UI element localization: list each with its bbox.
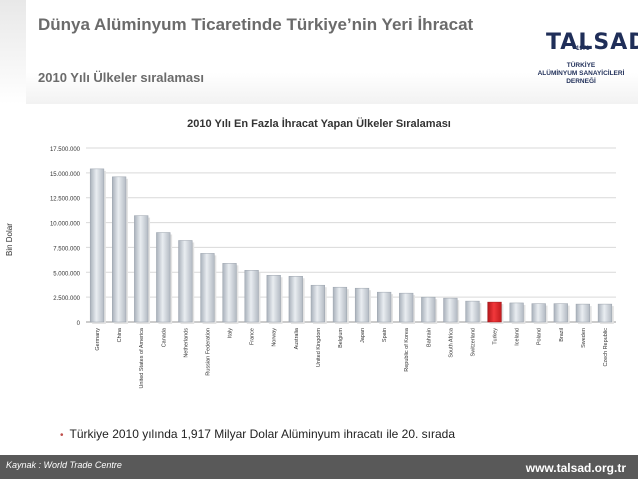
x-tick-label: Italy <box>228 328 234 338</box>
x-tick-label: South Africa <box>448 327 454 358</box>
x-tick-label: United States of America <box>139 327 145 388</box>
bar <box>332 286 348 323</box>
bar <box>531 303 546 323</box>
bar <box>89 168 105 323</box>
x-tick-label: United Kingdom <box>316 328 322 368</box>
x-tick-label: Japan <box>360 328 366 343</box>
x-tick-label: Switzerland <box>470 328 476 356</box>
left-strip <box>0 0 26 104</box>
x-tick-label: Germany <box>95 328 101 351</box>
website-link[interactable]: www.talsad.org.tr <box>525 461 626 475</box>
bar <box>244 270 259 323</box>
bar <box>421 296 436 323</box>
logo-wordmark: TALSAD <box>546 30 638 55</box>
logo-year: 1971 <box>576 46 590 52</box>
bullet-note: • Türkiye 2010 yılında 1,917 Milyar Dolar… <box>60 427 455 441</box>
y-tick-label: 12.500.000 <box>50 197 81 203</box>
bar <box>399 292 414 323</box>
x-tick-label: Netherlands <box>183 328 189 358</box>
y-tick-label: 0 <box>77 321 81 327</box>
x-tick-label: China <box>117 327 123 342</box>
x-tick-label: Norway <box>272 328 278 347</box>
bar <box>288 276 303 323</box>
x-tick-label: Bahrain <box>426 328 432 347</box>
bar <box>112 176 127 323</box>
bar <box>377 291 392 323</box>
x-tick-label: Czech Republic <box>603 328 609 367</box>
y-tick-label: 5.000.000 <box>53 271 80 277</box>
bullet-text: Türkiye 2010 yılında 1,917 Milyar Dolar … <box>69 427 456 441</box>
y-tick-label: 7.500.000 <box>53 246 80 252</box>
bar <box>553 303 568 323</box>
y-tick-label: 10.000.000 <box>50 222 81 228</box>
header-bar <box>0 0 638 104</box>
logo-line-2: ALÜMİNYUM SANAYİCİLERİ <box>537 70 625 77</box>
chart-title: 2010 Yılı En Fazla İhracat Yapan Ülkeler… <box>187 118 451 130</box>
y-tick-label: 2.500.000 <box>53 296 80 302</box>
bullet-dot-icon: • <box>60 430 64 441</box>
footer-bar <box>0 455 638 479</box>
logo-line-3: DERNEĞİ <box>566 78 596 85</box>
x-tick-label: Canada <box>161 327 167 347</box>
bar <box>597 303 613 323</box>
y-tick-label: 15.000.000 <box>50 172 81 178</box>
talsad-logo: TALSAD 1971 TÜRKİYE ALÜMİNYUM SANAYİCİLE… <box>536 22 638 92</box>
bar <box>178 240 193 323</box>
bar <box>575 303 590 323</box>
x-tick-label: France <box>250 328 256 345</box>
bar <box>200 253 215 323</box>
y-tick-label: 17.500.000 <box>50 147 81 153</box>
x-tick-label: Turkey <box>493 328 499 345</box>
bar <box>266 275 281 323</box>
bar <box>134 215 149 323</box>
bar <box>310 284 325 323</box>
x-tick-label: Russian Federation <box>205 328 211 376</box>
bar <box>509 302 524 323</box>
x-tick-label: Spain <box>382 328 388 342</box>
bar <box>443 297 458 323</box>
logo-line-1: TÜRKİYE <box>566 62 596 69</box>
x-tick-label: Brazil <box>559 328 565 342</box>
x-tick-label: Sweden <box>581 328 587 348</box>
x-tick-label: Australia <box>294 327 300 349</box>
slide-title: Dünya Alüminyum Ticaretinde Türkiye’nin … <box>38 15 474 34</box>
x-tick-label: Republic of Korea <box>404 327 410 372</box>
slide-subtitle: 2010 Yılı Ülkeler sıralaması <box>38 70 204 85</box>
x-tick-label: Iceland <box>515 328 521 346</box>
bar <box>156 232 171 323</box>
bar <box>465 300 480 323</box>
x-tick-label: Poland <box>537 328 543 345</box>
x-tick-label: Belgium <box>338 328 344 348</box>
bar-highlight-turkey <box>487 301 502 323</box>
bar <box>354 287 370 323</box>
source-text: Kaynak : World Trade Centre <box>6 460 122 470</box>
bar <box>222 263 237 323</box>
